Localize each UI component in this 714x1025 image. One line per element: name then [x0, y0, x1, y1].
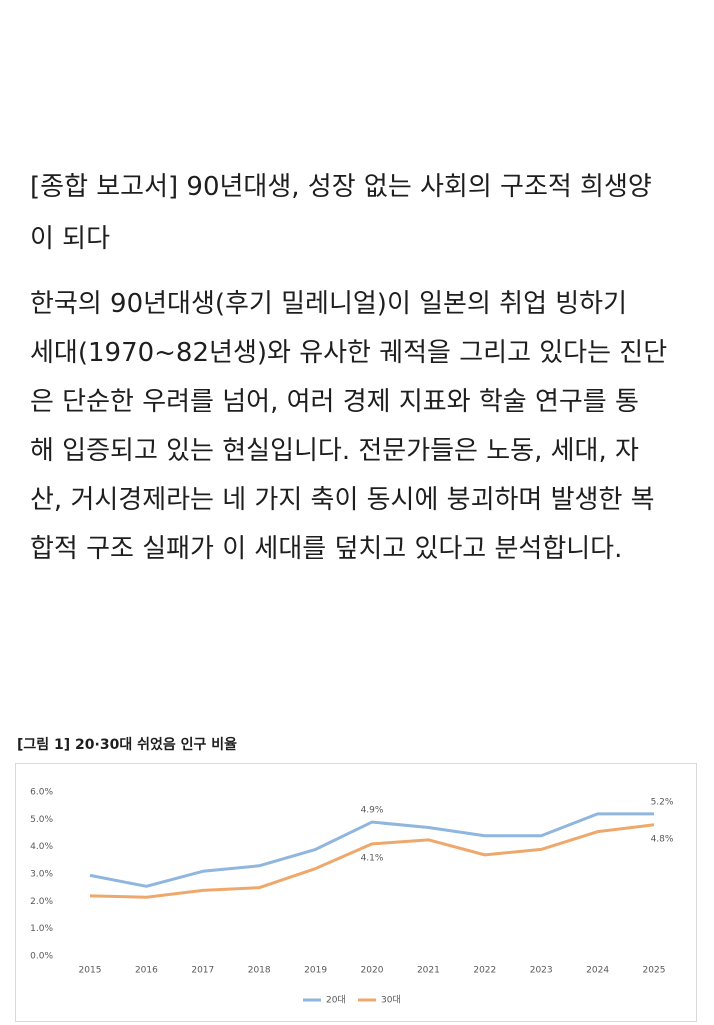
value-label: 5.2%	[651, 797, 674, 807]
y-tick-label: 1.0%	[30, 924, 53, 934]
body-line: 산, 거시경제라는 네 가지 축이 동시에 붕괴하며 발생한 복	[30, 485, 655, 515]
body-line: 합적 구조 실패가 이 세대를 덮치고 있다고 분석합니다.	[30, 534, 623, 564]
x-tick-label: 2024	[586, 966, 609, 976]
x-tick-label: 2016	[135, 966, 158, 976]
body-line: 은 단순한 우려를 넘어, 여러 경제 지표와 학술 연구를 통	[30, 387, 639, 417]
chart-frame	[15, 763, 697, 1022]
y-tick-label: 0.0%	[30, 952, 53, 962]
x-tick-label: 2020	[361, 966, 384, 976]
series-line	[89, 812, 654, 888]
x-tick-label: 2018	[248, 966, 271, 976]
body-line: 한국의 90년대생(후기 밀레니얼)이 일본의 취업 빙하기	[30, 289, 628, 319]
y-tick-label: 3.0%	[30, 870, 53, 880]
series-line	[89, 823, 655, 899]
x-tick-label: 2022	[473, 966, 496, 976]
body-line: 세대(1970~82년생)와 유사한 궤적을 그리고 있다는 진단	[30, 338, 668, 368]
value-label: 4.8%	[651, 834, 674, 844]
x-tick-label: 2015	[79, 966, 102, 976]
value-label: 4.9%	[361, 806, 384, 816]
x-tick-label: 2023	[530, 966, 553, 976]
y-tick-label: 2.0%	[30, 897, 53, 907]
body-line: 해 입증되고 있는 현실입니다. 전문가들은 노동, 세대, 자	[30, 436, 639, 466]
title-line: 이 되다	[30, 224, 111, 254]
legend-label: 30대	[381, 995, 401, 1006]
title-line: [종합 보고서] 90년대생, 성장 없는 사회의 구조적 희생양	[30, 172, 652, 202]
x-tick-label: 2025	[643, 966, 666, 976]
figure-caption: [그림 1] 20·30대 쉬었음 인구 비율	[17, 737, 237, 753]
x-tick-label: 2019	[304, 966, 327, 976]
y-tick-label: 4.0%	[30, 842, 53, 852]
legend-label: 20대	[326, 995, 346, 1006]
y-tick-label: 5.0%	[30, 815, 53, 825]
x-tick-label: 2017	[191, 966, 214, 976]
x-tick-label: 2021	[417, 966, 440, 976]
y-tick-label: 6.0%	[30, 788, 53, 798]
value-label: 4.1%	[361, 853, 384, 863]
